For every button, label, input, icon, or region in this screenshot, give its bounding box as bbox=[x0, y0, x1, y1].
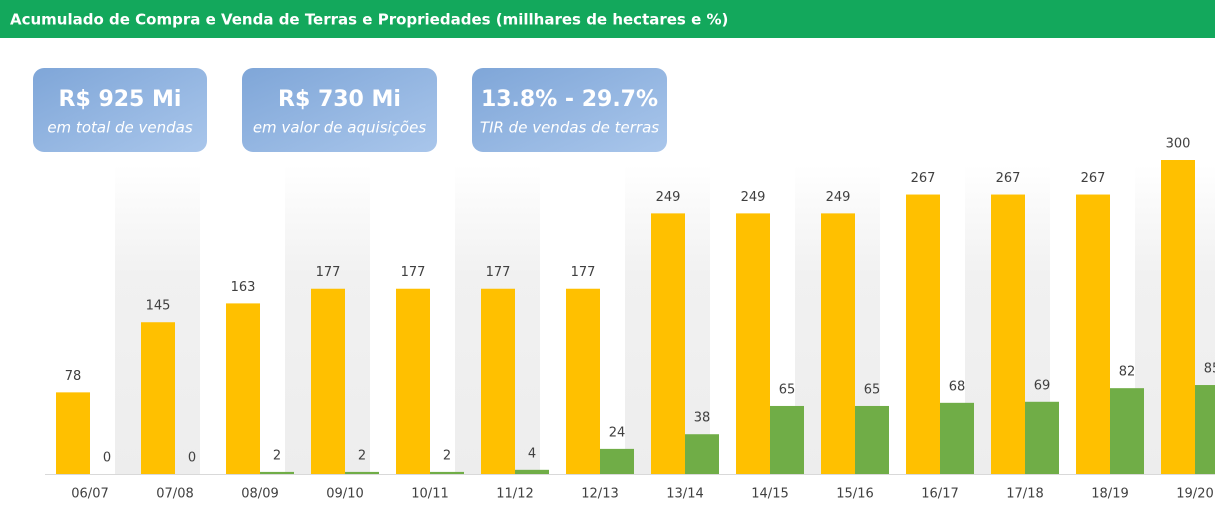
bar bbox=[906, 194, 940, 475]
bar bbox=[481, 288, 515, 474]
data-label: 2 bbox=[443, 448, 451, 463]
bar bbox=[770, 405, 804, 474]
callout-value: R$ 730 Mi bbox=[278, 87, 401, 112]
data-label: 267 bbox=[911, 171, 936, 186]
bar bbox=[345, 471, 379, 474]
bar bbox=[311, 288, 345, 474]
data-label: 4 bbox=[528, 446, 536, 461]
x-tick-label: 18/19 bbox=[1091, 487, 1128, 502]
data-label: 177 bbox=[401, 265, 426, 280]
data-label: 78 bbox=[65, 369, 82, 384]
data-label: 65 bbox=[864, 382, 881, 397]
data-label: 267 bbox=[1081, 171, 1106, 186]
data-label: 2 bbox=[358, 448, 366, 463]
data-label: 65 bbox=[779, 382, 796, 397]
x-tick-label: 14/15 bbox=[751, 487, 788, 502]
bar bbox=[515, 469, 549, 474]
bar bbox=[940, 402, 974, 474]
data-label: 177 bbox=[486, 265, 511, 280]
x-tick-label: 10/11 bbox=[411, 487, 448, 502]
bar bbox=[821, 213, 855, 474]
data-label: 0 bbox=[188, 451, 196, 466]
x-tick-label: 06/07 bbox=[71, 487, 108, 502]
bar bbox=[396, 288, 430, 474]
data-label: 249 bbox=[741, 190, 766, 205]
data-label: 85 bbox=[1204, 362, 1215, 377]
bar bbox=[991, 194, 1025, 475]
x-tick-label: 16/17 bbox=[921, 487, 958, 502]
callout-caption: em valor de aquisições bbox=[253, 119, 426, 137]
bar bbox=[736, 213, 770, 474]
data-label: 2 bbox=[273, 448, 281, 463]
data-label: 300 bbox=[1166, 137, 1191, 152]
bar bbox=[1076, 194, 1110, 475]
data-label: 0 bbox=[103, 451, 111, 466]
data-label: 163 bbox=[231, 280, 256, 295]
data-label: 249 bbox=[656, 190, 681, 205]
bar bbox=[566, 288, 600, 474]
x-tick-label: 12/13 bbox=[581, 487, 618, 502]
callout-caption: TIR de vendas de terras bbox=[480, 119, 659, 137]
x-tick-label: 11/12 bbox=[496, 487, 533, 502]
callout-value: R$ 925 Mi bbox=[59, 87, 182, 112]
bar bbox=[855, 405, 889, 474]
callout-box bbox=[242, 68, 437, 152]
data-label: 177 bbox=[316, 265, 341, 280]
bar bbox=[1110, 388, 1144, 474]
bar bbox=[651, 213, 685, 474]
chart-title: Acumulado de Compra e Venda de Terras e … bbox=[10, 11, 728, 29]
bar bbox=[56, 392, 90, 474]
bar bbox=[430, 471, 464, 474]
x-tick-label: 13/14 bbox=[666, 487, 703, 502]
callout-caption: em total de vendas bbox=[47, 119, 193, 137]
x-tick-label: 08/09 bbox=[241, 487, 278, 502]
data-label: 24 bbox=[609, 425, 626, 440]
data-label: 177 bbox=[571, 265, 596, 280]
data-label: 267 bbox=[996, 171, 1021, 186]
x-tick-label: 19/20 bbox=[1176, 487, 1213, 502]
x-tick-label: 07/08 bbox=[156, 487, 193, 502]
data-label: 249 bbox=[826, 190, 851, 205]
title-banner bbox=[0, 0, 1215, 38]
data-label: 145 bbox=[146, 299, 171, 314]
bar bbox=[226, 303, 260, 474]
bar bbox=[260, 471, 294, 474]
data-label: 38 bbox=[694, 411, 711, 426]
bar bbox=[1161, 160, 1195, 474]
x-tick-label: 17/18 bbox=[1006, 487, 1043, 502]
callout-box bbox=[33, 68, 207, 152]
callout-box bbox=[472, 68, 667, 152]
bar bbox=[1025, 401, 1059, 474]
bar bbox=[685, 434, 719, 474]
bar bbox=[600, 448, 634, 474]
callout-value: 13.8% - 29.7% bbox=[481, 87, 658, 112]
data-label: 69 bbox=[1034, 378, 1051, 393]
data-label: 82 bbox=[1119, 365, 1136, 380]
data-label: 68 bbox=[949, 379, 966, 394]
x-tick-label: 15/16 bbox=[836, 487, 873, 502]
bar bbox=[1195, 385, 1215, 474]
bar bbox=[141, 322, 175, 474]
x-tick-label: 09/10 bbox=[326, 487, 363, 502]
